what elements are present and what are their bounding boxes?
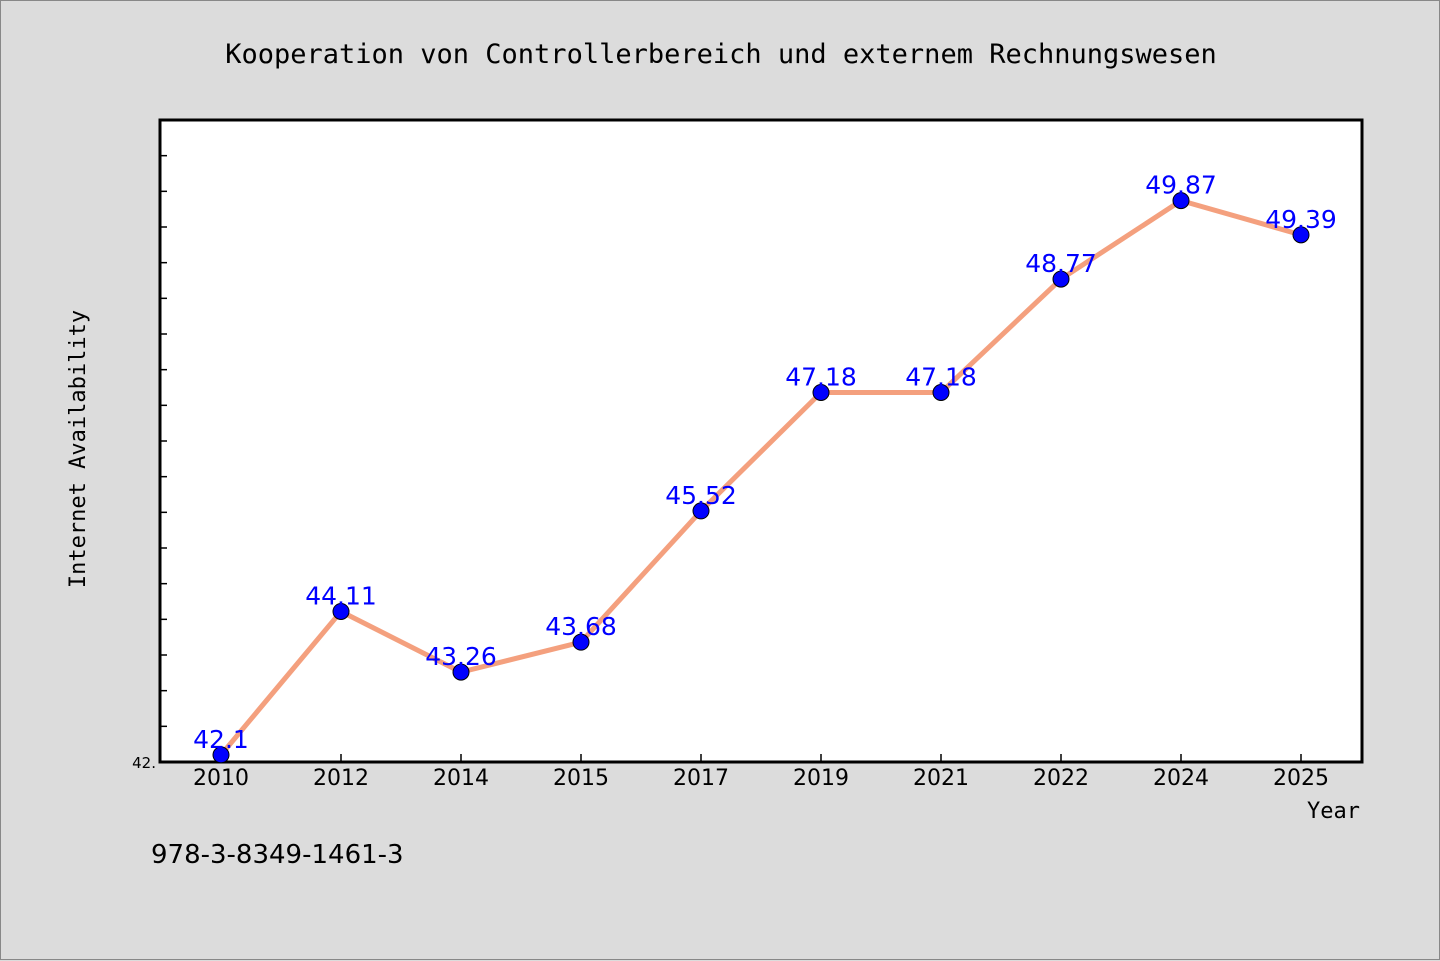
- data-point: [692, 502, 710, 520]
- data-label: 47.18: [905, 362, 977, 391]
- x-tick-label: 2024: [1153, 766, 1209, 791]
- x-axis-ticks: 2010 2012 2014 2015 2017 2019 2021 2022 2024 2025: [193, 754, 1329, 791]
- series-line: [218, 198, 1304, 758]
- data-points: [212, 192, 1310, 764]
- data-point: [572, 633, 590, 651]
- footnote-isbn: 978-3-8349-1461-3: [151, 840, 404, 870]
- y-tick-label: 42.: [132, 754, 156, 772]
- x-tick-label: 2012: [313, 766, 369, 791]
- data-label: 49.39: [1265, 205, 1337, 234]
- x-tick-label: 2019: [793, 766, 849, 791]
- data-point: [1172, 192, 1190, 210]
- data-point: [932, 383, 950, 401]
- data-label: 43.26: [425, 642, 497, 671]
- x-tick-label: 2021: [913, 766, 969, 791]
- x-tick-label: 2022: [1033, 766, 1089, 791]
- data-label: 42.1: [193, 725, 249, 754]
- data-point: [812, 383, 830, 401]
- data-label: 48.77: [1025, 249, 1097, 278]
- x-tick-label: 2014: [433, 766, 489, 791]
- data-label: 44.11: [305, 581, 377, 610]
- data-point: [1052, 270, 1070, 288]
- x-tick-label: 2015: [553, 766, 609, 791]
- data-labels: 42.1 44.11 43.26 43.68 45.52 47.18 47.18 48.77 4…: [193, 171, 1337, 754]
- data-point: [452, 663, 470, 681]
- data-label: 47.18: [785, 362, 857, 391]
- x-tick-label: 2017: [673, 766, 729, 791]
- plot-area: [158, 118, 1364, 764]
- x-tick-label: 2025: [1273, 766, 1329, 791]
- data-label: 49.87: [1145, 171, 1217, 200]
- chart-title: Kooperation von Controllerbereich und ex…: [225, 39, 1217, 70]
- y-axis-label: Internet Availability: [66, 310, 91, 588]
- data-point: [212, 746, 230, 764]
- x-tick-label: 2010: [193, 766, 249, 791]
- data-point: [332, 602, 350, 620]
- data-label: 45.52: [665, 481, 737, 510]
- data-point: [1292, 226, 1310, 244]
- y-axis-ticks: [160, 154, 167, 763]
- series-line-group: [218, 198, 1304, 758]
- data-label: 43.68: [545, 612, 617, 641]
- x-axis-label: Year: [1307, 799, 1360, 824]
